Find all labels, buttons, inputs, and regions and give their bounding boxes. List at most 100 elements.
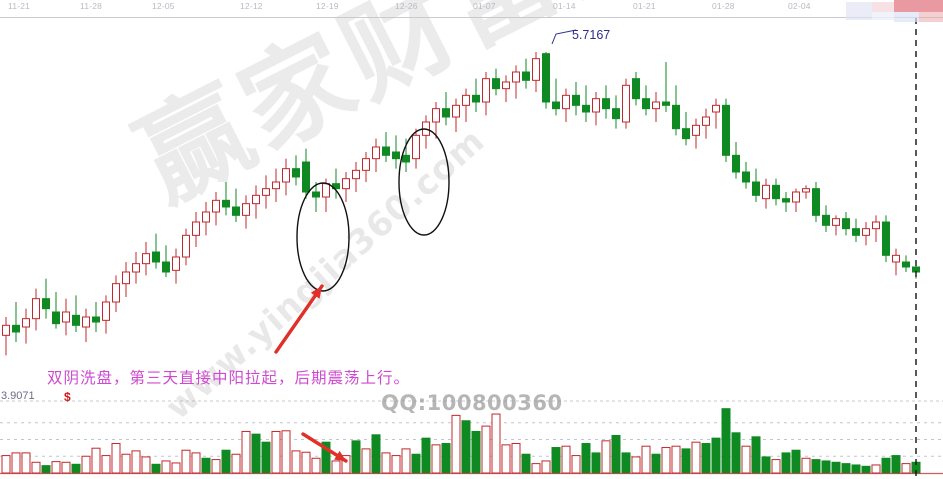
candle[interactable]: [502, 75, 510, 102]
volume-bar[interactable]: [171, 462, 181, 474]
volume-bar[interactable]: [751, 436, 761, 474]
candle[interactable]: [812, 182, 820, 222]
candle[interactable]: [32, 288, 40, 331]
candle[interactable]: [72, 295, 80, 332]
candle[interactable]: [702, 108, 710, 139]
candle[interactable]: [902, 255, 910, 272]
volume-bar[interactable]: [11, 452, 21, 474]
candle[interactable]: [462, 88, 470, 122]
candle[interactable]: [392, 135, 400, 169]
volume-bar[interactable]: [601, 440, 611, 474]
volume-bar[interactable]: [211, 459, 221, 474]
candle[interactable]: [722, 98, 730, 162]
volume-bar[interactable]: [511, 443, 521, 474]
volume-bar[interactable]: [521, 453, 531, 474]
volume-bar[interactable]: [191, 452, 201, 474]
candle[interactable]: [762, 178, 770, 209]
candle[interactable]: [672, 85, 680, 136]
candle[interactable]: [662, 62, 670, 112]
volume-bar[interactable]: [431, 444, 441, 474]
candle[interactable]: [682, 112, 690, 146]
volume-bar[interactable]: [561, 445, 571, 474]
candle[interactable]: [102, 295, 110, 334]
candle[interactable]: [802, 185, 810, 199]
candle[interactable]: [202, 202, 210, 236]
candle[interactable]: [792, 188, 800, 212]
candle[interactable]: [112, 275, 120, 312]
volume-bar[interactable]: [681, 448, 691, 474]
candle[interactable]: [452, 98, 460, 132]
candle[interactable]: [132, 252, 140, 284]
volume-bar[interactable]: [741, 445, 751, 474]
candle[interactable]: [12, 302, 20, 342]
candle[interactable]: [892, 248, 900, 276]
volume-bar[interactable]: [111, 443, 121, 474]
volume-pane[interactable]: [0, 404, 943, 479]
volume-bar[interactable]: [251, 433, 261, 474]
volume-bar[interactable]: [371, 434, 381, 474]
volume-bar[interactable]: [281, 430, 291, 474]
candle[interactable]: [192, 212, 200, 247]
volume-bar[interactable]: [421, 437, 431, 474]
candle[interactable]: [782, 192, 790, 212]
candle[interactable]: [242, 195, 250, 229]
candle[interactable]: [882, 215, 890, 262]
volume-bar[interactable]: [581, 443, 591, 474]
volume-bar[interactable]: [41, 465, 51, 474]
volume-bar[interactable]: [21, 452, 31, 474]
candle[interactable]: [852, 218, 860, 242]
volume-bar[interactable]: [691, 441, 701, 474]
volume-bar[interactable]: [731, 432, 741, 474]
candle[interactable]: [362, 152, 370, 182]
candle[interactable]: [262, 175, 270, 209]
candle[interactable]: [522, 58, 530, 89]
candle[interactable]: [642, 85, 650, 116]
volume-bar[interactable]: [291, 450, 301, 474]
volume-bar[interactable]: [131, 450, 141, 474]
candle[interactable]: [432, 102, 440, 139]
volume-bar[interactable]: [771, 459, 781, 474]
volume-bar[interactable]: [31, 461, 41, 474]
candle[interactable]: [592, 92, 600, 126]
candle[interactable]: [152, 233, 160, 269]
candle[interactable]: [82, 308, 90, 342]
candle[interactable]: [62, 298, 70, 336]
candle[interactable]: [252, 185, 260, 219]
candle[interactable]: [622, 78, 630, 129]
volume-bar[interactable]: [81, 455, 91, 474]
volume-bar[interactable]: [311, 457, 321, 474]
volume-bar[interactable]: [531, 463, 541, 474]
candle[interactable]: [512, 65, 520, 99]
volume-bar[interactable]: [381, 452, 391, 474]
candle[interactable]: [382, 132, 390, 162]
candle[interactable]: [572, 82, 580, 116]
volume-bar[interactable]: [641, 445, 651, 474]
candle[interactable]: [582, 85, 590, 122]
volume-bar[interactable]: [331, 460, 341, 474]
candle[interactable]: [862, 222, 870, 246]
candle[interactable]: [712, 98, 720, 129]
volume-bar[interactable]: [161, 460, 171, 474]
volume-bar[interactable]: [541, 460, 551, 474]
volume-bar[interactable]: [621, 452, 631, 474]
volume-bar[interactable]: [1, 455, 11, 474]
candle[interactable]: [52, 292, 60, 329]
candle[interactable]: [562, 88, 570, 122]
volume-bar[interactable]: [901, 463, 911, 474]
candle[interactable]: [732, 142, 740, 179]
candle[interactable]: [272, 168, 280, 202]
volume-bar[interactable]: [871, 464, 881, 474]
candle[interactable]: [292, 155, 300, 186]
volume-bar[interactable]: [551, 447, 561, 474]
candle[interactable]: [842, 212, 850, 236]
volume-bar[interactable]: [391, 455, 401, 474]
volume-bar[interactable]: [811, 459, 821, 474]
volume-bar[interactable]: [591, 452, 601, 474]
volume-bar[interactable]: [351, 440, 361, 474]
volume-bar[interactable]: [841, 463, 851, 474]
volume-bar[interactable]: [441, 443, 451, 474]
volume-bar[interactable]: [181, 449, 191, 474]
candle[interactable]: [742, 162, 750, 189]
candle[interactable]: [282, 158, 290, 196]
candle[interactable]: [162, 245, 170, 277]
